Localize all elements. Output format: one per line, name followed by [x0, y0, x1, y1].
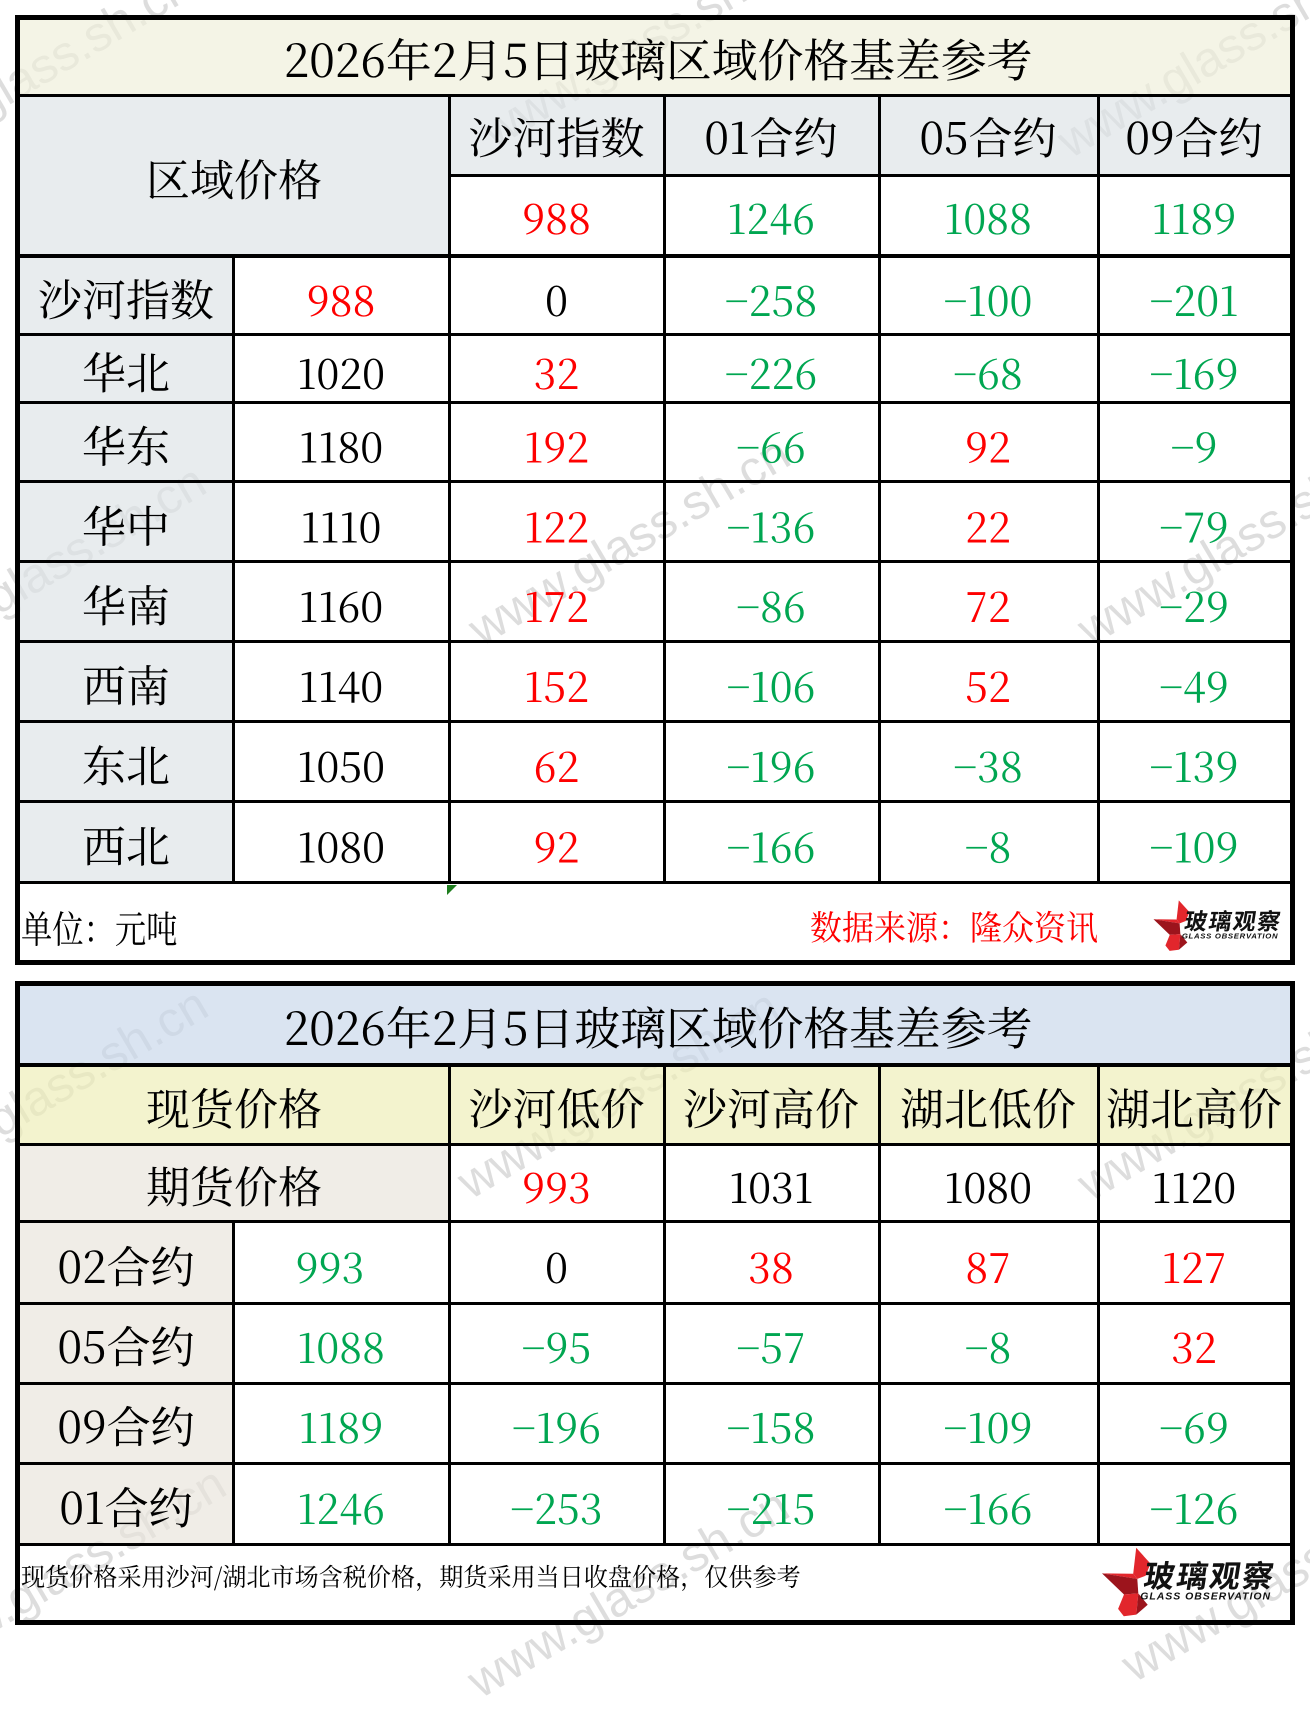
svg-text:GLASS OBSERVATION: GLASS OBSERVATION — [1140, 1591, 1271, 1603]
svg-text:GLASS OBSERVATION: GLASS OBSERVATION — [1182, 932, 1279, 941]
